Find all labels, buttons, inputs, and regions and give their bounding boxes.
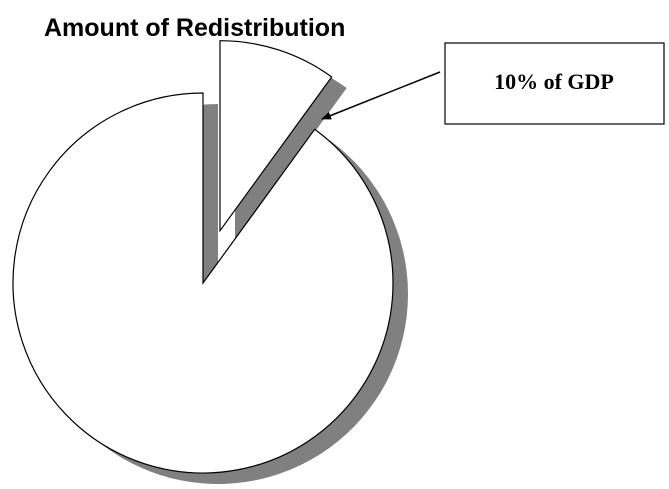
annotation: 10% of GDP [494,69,614,94]
annotation-arrow [321,71,441,120]
pie [12,40,409,484]
chart-title: Amount of Redistribution [44,14,345,42]
slice [219,40,333,233]
slice [12,92,394,474]
annotation-box [444,42,665,125]
